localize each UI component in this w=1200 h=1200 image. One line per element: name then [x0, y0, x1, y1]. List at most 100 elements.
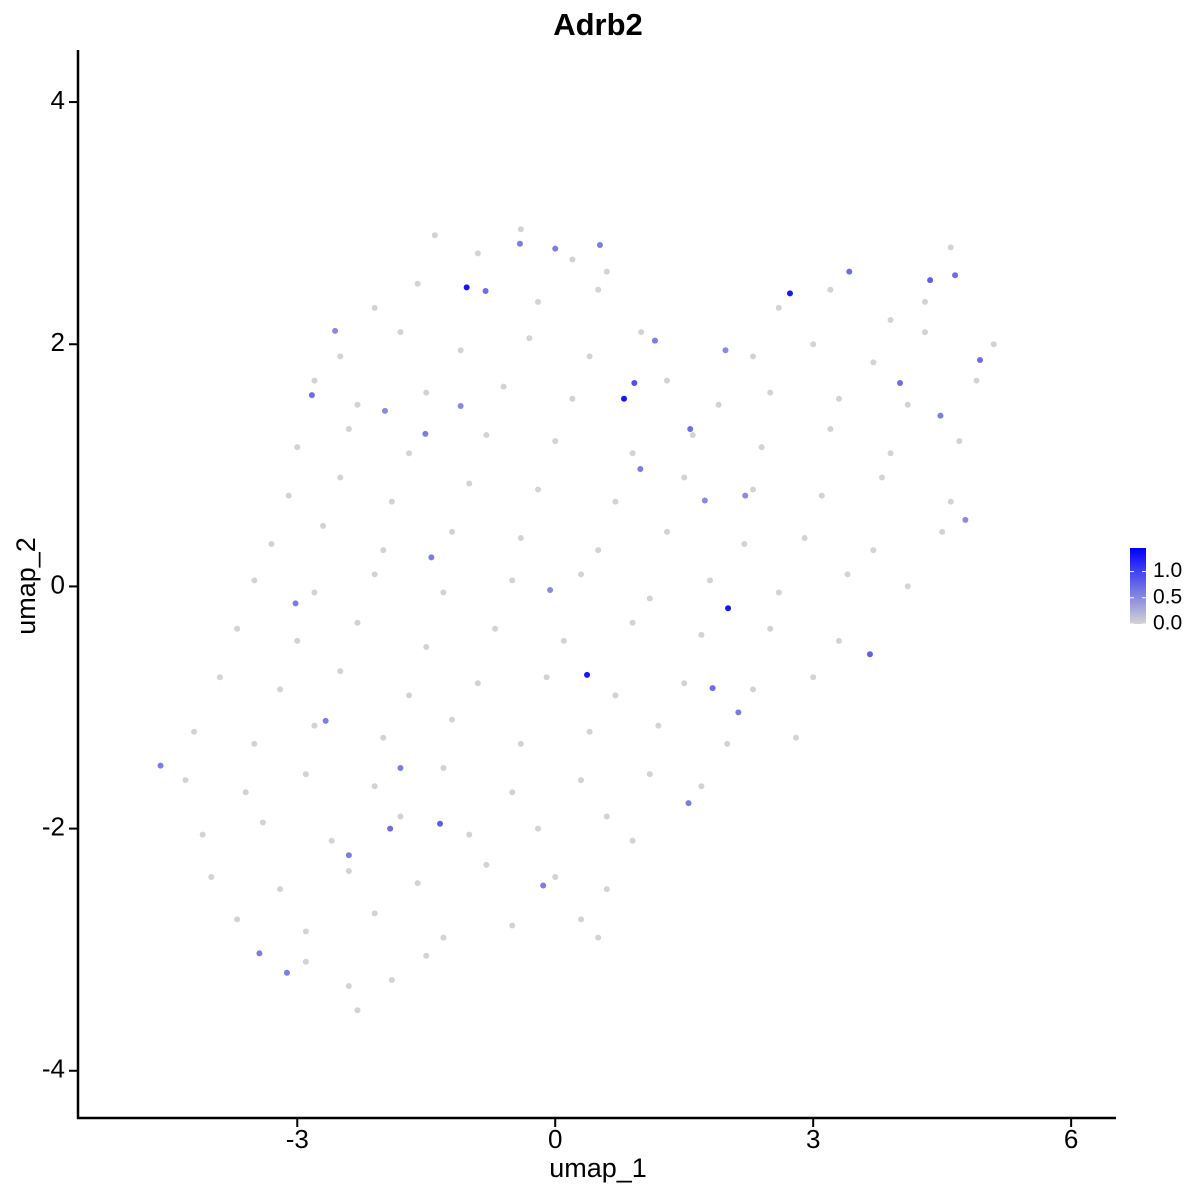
cell-point	[973, 377, 980, 384]
cell-point	[612, 692, 619, 699]
cell-point	[354, 401, 361, 408]
cell-point	[646, 595, 653, 602]
x-tick-label: 6	[1064, 1124, 1078, 1154]
cell-point	[651, 337, 658, 344]
cell-point	[921, 298, 928, 305]
cell-point	[629, 837, 636, 844]
cell-point	[380, 547, 387, 554]
cell-point	[157, 762, 164, 769]
cell-point	[268, 541, 275, 548]
chart-title: Adrb2	[553, 7, 643, 42]
cell-point	[709, 685, 716, 692]
cell-point	[584, 671, 591, 678]
cell-point	[474, 250, 481, 257]
cell-point	[345, 852, 352, 859]
colorbar-tick-label: 0.5	[1153, 585, 1182, 608]
cell-point	[332, 327, 339, 334]
cell-point	[381, 407, 388, 414]
cell-point	[337, 353, 344, 360]
cell-point	[547, 587, 554, 594]
cell-point	[552, 438, 559, 445]
cell-point	[397, 329, 404, 336]
cell-point	[741, 541, 748, 548]
cell-point	[406, 450, 413, 457]
cell-point	[595, 286, 602, 293]
cell-point	[234, 916, 241, 923]
cell-point	[354, 1007, 361, 1014]
cell-point	[629, 450, 636, 457]
cell-point	[870, 359, 877, 366]
cell-point	[431, 232, 438, 239]
cell-point	[449, 528, 456, 535]
cell-point	[449, 716, 456, 723]
cell-point	[596, 241, 603, 248]
cell-point	[977, 356, 984, 363]
cell-point	[466, 831, 473, 838]
cell-point	[516, 240, 523, 247]
x-tick-label: -3	[286, 1124, 309, 1154]
cell-point	[887, 317, 894, 324]
cell-point	[937, 412, 944, 419]
cell-point	[698, 631, 705, 638]
cell-point	[689, 432, 696, 439]
cell-point	[552, 245, 559, 252]
cell-point	[715, 401, 722, 408]
cell-point	[345, 426, 352, 433]
cell-point	[878, 474, 885, 481]
cell-point	[664, 377, 671, 384]
cell-point	[535, 298, 542, 305]
cell-point	[517, 740, 524, 747]
cell-point	[578, 571, 585, 578]
cell-point	[698, 783, 705, 790]
cell-point	[474, 680, 481, 687]
cell-point	[437, 820, 444, 827]
cell-point	[422, 430, 429, 437]
cell-point	[827, 286, 834, 293]
cell-point	[749, 686, 756, 693]
cell-point	[786, 290, 793, 297]
cell-point	[586, 353, 593, 360]
cell-point	[320, 522, 327, 529]
cell-point	[810, 341, 817, 348]
cell-point	[483, 861, 490, 868]
cell-point	[687, 426, 694, 433]
cell-point	[234, 625, 241, 632]
cell-point	[308, 392, 315, 399]
cell-point	[735, 709, 742, 716]
cell-point	[775, 304, 782, 311]
y-axis-title: umap_2	[11, 537, 41, 635]
cell-point	[569, 256, 576, 263]
points-layer	[157, 226, 997, 1014]
cell-point	[251, 740, 258, 747]
cell-point	[792, 734, 799, 741]
cell-point	[371, 910, 378, 917]
cell-point	[835, 395, 842, 402]
cell-point	[603, 813, 610, 820]
cell-point	[835, 637, 842, 644]
cell-point	[818, 492, 825, 499]
cell-point	[810, 674, 817, 681]
cell-point	[801, 534, 808, 541]
cell-point	[749, 353, 756, 360]
y-tick-label: 2	[51, 327, 65, 357]
y-tick-label: 0	[51, 569, 65, 599]
cell-point	[707, 577, 714, 584]
cell-point	[371, 783, 378, 790]
cell-point	[199, 831, 206, 838]
cell-point	[578, 916, 585, 923]
cell-point	[904, 401, 911, 408]
cell-point	[337, 474, 344, 481]
cell-point	[767, 625, 774, 632]
cell-point	[216, 674, 223, 681]
cell-point	[637, 465, 644, 472]
cell-point	[595, 547, 602, 554]
cell-point	[844, 571, 851, 578]
cell-point	[870, 547, 877, 554]
cell-point	[603, 886, 610, 893]
cell-point	[578, 777, 585, 784]
cell-point	[328, 837, 335, 844]
cell-point	[569, 395, 576, 402]
cell-point	[428, 554, 435, 561]
x-axis-title: umap_1	[549, 1153, 647, 1183]
cell-point	[725, 605, 732, 612]
